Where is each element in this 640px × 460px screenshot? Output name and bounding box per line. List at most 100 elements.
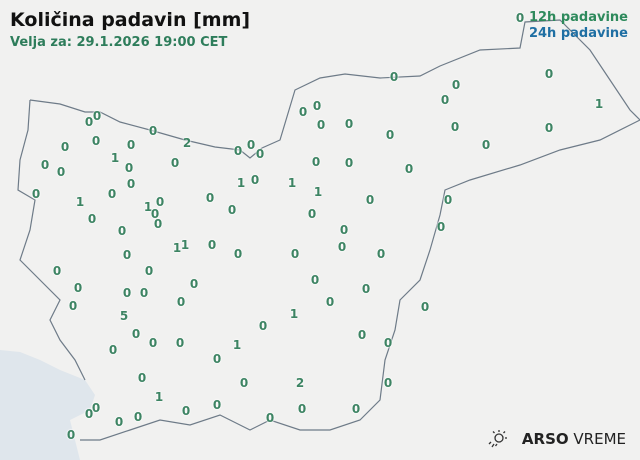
station-value[interactable]: 0 — [117, 224, 127, 238]
station-value[interactable]: 0 — [73, 281, 83, 295]
station-value[interactable]: 0 — [307, 207, 317, 221]
station-value[interactable]: 0 — [515, 11, 525, 25]
station-value[interactable]: 1 — [594, 97, 604, 111]
station-value[interactable]: 1 — [313, 185, 323, 199]
station-value[interactable]: 0 — [114, 415, 124, 429]
station-value[interactable]: 2 — [182, 136, 192, 150]
station-value[interactable]: 0 — [383, 376, 393, 390]
station-value[interactable]: 1 — [289, 307, 299, 321]
station-value[interactable]: 0 — [52, 264, 62, 278]
legend-24h[interactable]: 24h padavine — [528, 26, 628, 41]
station-value[interactable]: 0 — [297, 402, 307, 416]
station-value[interactable]: 0 — [153, 217, 163, 231]
station-value[interactable]: 0 — [246, 138, 256, 152]
station-value[interactable]: 0 — [357, 328, 367, 342]
station-value[interactable]: 1 — [287, 176, 297, 190]
station-value[interactable]: 0 — [239, 376, 249, 390]
station-value[interactable]: 0 — [40, 158, 50, 172]
station-value[interactable]: 0 — [544, 67, 554, 81]
station-value[interactable]: 0 — [181, 404, 191, 418]
station-value[interactable]: 0 — [233, 144, 243, 158]
station-value[interactable]: 1 — [172, 241, 182, 255]
station-value[interactable]: 0 — [155, 195, 165, 209]
station-value[interactable]: 0 — [310, 273, 320, 287]
station-value[interactable]: 0 — [212, 398, 222, 412]
station-value[interactable]: 0 — [150, 207, 160, 221]
station-value[interactable]: 2 — [295, 376, 305, 390]
station-value[interactable]: 0 — [316, 118, 326, 132]
station-value[interactable]: 0 — [91, 401, 101, 415]
station-value[interactable]: 0 — [420, 300, 430, 314]
station-value[interactable]: 0 — [108, 343, 118, 357]
station-value[interactable]: 0 — [107, 187, 117, 201]
station-value[interactable]: 0 — [189, 277, 199, 291]
station-value[interactable]: 0 — [148, 124, 158, 138]
station-value[interactable]: 0 — [365, 193, 375, 207]
station-value[interactable]: 0 — [207, 238, 217, 252]
station-value[interactable]: 0 — [212, 352, 222, 366]
station-value[interactable]: 0 — [233, 247, 243, 261]
station-value[interactable]: 0 — [66, 428, 76, 442]
station-value[interactable]: 5 — [119, 309, 129, 323]
station-value[interactable]: 0 — [443, 193, 453, 207]
station-value[interactable]: 0 — [124, 161, 134, 175]
station-value[interactable]: 0 — [175, 336, 185, 350]
station-value[interactable]: 0 — [481, 138, 491, 152]
station-value[interactable]: 1 — [154, 390, 164, 404]
station-value[interactable]: 0 — [170, 156, 180, 170]
station-value[interactable]: 0 — [298, 105, 308, 119]
station-value[interactable]: 0 — [31, 187, 41, 201]
station-value[interactable]: 0 — [131, 327, 141, 341]
station-value[interactable]: 0 — [92, 109, 102, 123]
station-value[interactable]: 0 — [133, 410, 143, 424]
station-value[interactable]: 0 — [227, 203, 237, 217]
station-value[interactable]: 0 — [148, 336, 158, 350]
station-value[interactable]: 0 — [383, 336, 393, 350]
station-value[interactable]: 0 — [56, 165, 66, 179]
station-value[interactable]: 1 — [143, 200, 153, 214]
station-value[interactable]: 0 — [544, 121, 554, 135]
station-value[interactable]: 0 — [68, 299, 78, 313]
station-value[interactable]: 1 — [232, 338, 242, 352]
station-value[interactable]: 0 — [440, 93, 450, 107]
arso-logo[interactable]: ARSO VREME — [488, 430, 626, 448]
station-value[interactable]: 0 — [339, 223, 349, 237]
station-value[interactable]: 0 — [385, 128, 395, 142]
station-value[interactable]: 0 — [436, 220, 446, 234]
station-value[interactable]: 0 — [337, 240, 347, 254]
station-value[interactable]: 0 — [126, 138, 136, 152]
station-value[interactable]: 0 — [265, 411, 275, 425]
station-value[interactable]: 0 — [450, 120, 460, 134]
station-value[interactable]: 0 — [404, 162, 414, 176]
station-value[interactable]: 0 — [250, 173, 260, 187]
station-value[interactable]: 0 — [311, 155, 321, 169]
station-value[interactable]: 0 — [205, 191, 215, 205]
station-value[interactable]: 0 — [84, 115, 94, 129]
station-value[interactable]: 0 — [451, 78, 461, 92]
station-value[interactable]: 0 — [144, 264, 154, 278]
station-value[interactable]: 0 — [137, 371, 147, 385]
station-value[interactable]: 1 — [180, 238, 190, 252]
station-value[interactable]: 0 — [126, 177, 136, 191]
station-value[interactable]: 0 — [361, 282, 371, 296]
station-value[interactable]: 0 — [376, 247, 386, 261]
station-value[interactable]: 0 — [389, 70, 399, 84]
station-value[interactable]: 1 — [110, 151, 120, 165]
station-value[interactable]: 0 — [312, 99, 322, 113]
station-value[interactable]: 0 — [290, 247, 300, 261]
station-value[interactable]: 0 — [122, 286, 132, 300]
station-value[interactable]: 0 — [344, 156, 354, 170]
station-value[interactable]: 0 — [122, 248, 132, 262]
station-value[interactable]: 0 — [344, 117, 354, 131]
station-value[interactable]: 1 — [236, 176, 246, 190]
station-value[interactable]: 1 — [75, 195, 85, 209]
station-value[interactable]: 0 — [87, 212, 97, 226]
legend-12h[interactable]: 12h padavine — [528, 10, 628, 25]
station-value[interactable]: 0 — [60, 140, 70, 154]
station-value[interactable]: 0 — [139, 286, 149, 300]
station-value[interactable]: 0 — [84, 407, 94, 421]
station-value[interactable]: 0 — [176, 295, 186, 309]
station-value[interactable]: 0 — [91, 134, 101, 148]
station-value[interactable]: 0 — [325, 295, 335, 309]
station-value[interactable]: 0 — [255, 147, 265, 161]
